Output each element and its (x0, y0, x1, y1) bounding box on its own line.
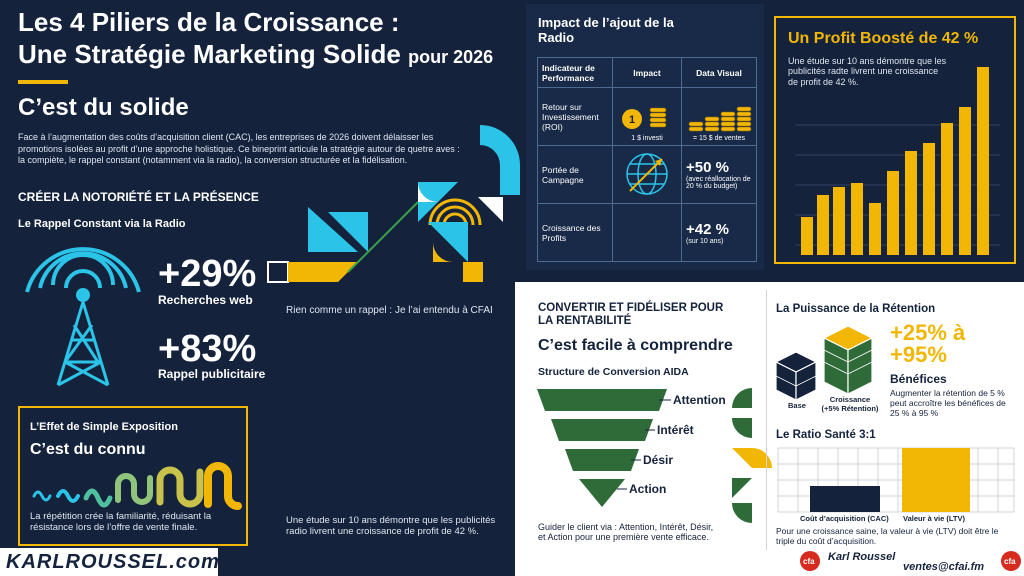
box-heading: C’est du connu (30, 441, 146, 458)
stage-label: Action (629, 482, 666, 496)
stat-label: Recherches web (158, 293, 253, 307)
coin-label: 1 (629, 114, 635, 126)
cell: 1 1 $ investi (612, 87, 682, 146)
site[interactable]: KARLROUSSEL.com (6, 551, 220, 573)
growth-bars (795, 67, 1000, 255)
ratio-title: Le Ratio Santé 3:1 (776, 429, 876, 441)
visual-detail: (sur 10 ans) (686, 237, 724, 245)
visual-value: +50 % (686, 159, 729, 176)
cell: +42 % (sur 10 ans) (681, 203, 757, 262)
retention-title: La Puissance de la Rétention (776, 303, 936, 315)
title: Une Stratégie Marketing Solide pour 2026 (18, 39, 494, 70)
retention-range: +25% à +95% (890, 320, 966, 367)
deco-rings (428, 198, 482, 226)
visual-text: = 15 $ de ventes (693, 135, 745, 142)
repetition-waves (32, 462, 242, 510)
globe-icon (626, 152, 668, 195)
divider (766, 290, 767, 550)
subtitle: Le Rappel Constant via la Radio (18, 218, 186, 230)
stat-value: +83% (158, 328, 257, 370)
impact-title: Impact de l’ajout de la Radio (538, 15, 674, 45)
impact-text: 1 $ investi (631, 135, 663, 142)
profit-title: Un Profit Boosté de 42 % (788, 30, 979, 47)
table-row: Croissance des Profits +42 % (sur 10 ans… (537, 203, 757, 262)
heading: C’est du solide (18, 94, 189, 121)
row-label: Portée de Campagne (537, 145, 613, 204)
title-text: Une Stratégie Marketing Solide (18, 39, 401, 69)
row-label: Croissance des Profits (537, 203, 613, 262)
author: Karl Roussel (828, 551, 896, 563)
header-cell: Data Visual (681, 57, 757, 88)
cell (612, 203, 682, 262)
email[interactable]: ventes@cfai.fm (903, 561, 985, 573)
footer-badge (0, 548, 218, 576)
title-suffix: pour 2026 (408, 47, 494, 67)
aida-text: Guider le client via : Attention, Intérê… (538, 522, 714, 543)
stage-label: Attention (673, 393, 726, 407)
ratio-grid (777, 447, 1015, 513)
deco-shapes (732, 388, 772, 523)
ratio-text: Pour une croissance saine, la valeur à v… (776, 526, 999, 546)
cube-label: Croissance (+5% Rétention) (821, 395, 879, 413)
ratio-label: Valeur à vie (LTV) (903, 514, 965, 523)
box-title: L’Effet de Simple Exposition (30, 421, 178, 433)
radio-tower (25, 247, 141, 387)
geometric-shapes (267, 182, 503, 283)
caption: Rien comme un rappel : Je l’ai entendu à… (286, 305, 493, 316)
table-row: Retour sur Investissement (ROI) 1 1 $ in… (537, 87, 757, 146)
profit-text: Une étude sur 10 ans démontre que les pu… (788, 56, 947, 87)
cell: = 15 $ de ventes (681, 87, 757, 146)
header-cell: Indicateur de Performance (537, 57, 613, 88)
table-header: Indicateur de Performance Impact Data Vi… (537, 57, 757, 88)
cell (612, 145, 682, 204)
retention-cubes (774, 325, 874, 401)
stage-label: Désir (643, 453, 673, 467)
coins-stack (688, 106, 752, 132)
note: Une étude sur 10 ans démontre que les pu… (286, 515, 496, 537)
visual-value: +42 % (686, 220, 729, 238)
box-text: La répétition crée la familiarité, rédui… (30, 511, 212, 533)
retention-text: Augmenter la rétention de 5 % peut accro… (890, 388, 1006, 418)
accent-bar (18, 80, 68, 84)
intro: Face à l’augmentation des coûts d’acquis… (18, 132, 460, 166)
aida-funnel: Attention Intérêt Désir Action (537, 389, 726, 507)
ratio-label: Coût d’acquisition (CAC) (800, 514, 889, 523)
stat-value: +29% (158, 253, 257, 295)
exposure-box (18, 406, 248, 546)
header-cell: Impact (612, 57, 682, 88)
visual-detail: (avec réallocation de 20 % du budget) (686, 176, 751, 190)
heading: C’est facile à comprendre (538, 337, 733, 354)
retention-label: Bénéfices (890, 372, 947, 386)
logo-text: cfa (1004, 557, 1016, 566)
cell: +50 % (avec réallocation de 20 % du budg… (681, 145, 757, 204)
profit-panel (774, 16, 1016, 264)
title: Les 4 Piliers de la Croissance : (18, 7, 400, 37)
stage-label: Intérêt (657, 423, 694, 437)
logo-text: cfa (803, 557, 815, 566)
stat-label: Rappel publicitaire (158, 367, 266, 381)
logo (800, 551, 820, 571)
table-row: Portée de Campagne +50 % (avec réallocat… (537, 145, 757, 204)
logo (1001, 551, 1021, 571)
section-title: CONVERTIR ET FIDÉLISER POUR LA RENTABILI… (538, 302, 724, 328)
aida-title: Structure de Conversion AIDA (538, 366, 689, 378)
section-title: CRÉER LA NOTORIÉTÉ ET LA PRÉSENCE (18, 190, 259, 204)
impact-table: Indicateur de Performance Impact Data Vi… (537, 57, 757, 262)
deco-arcs (480, 125, 520, 195)
cube-label: Base (788, 401, 806, 410)
coins-small: 1 (622, 107, 667, 129)
row-label: Retour sur Investissement (ROI) (537, 87, 613, 146)
